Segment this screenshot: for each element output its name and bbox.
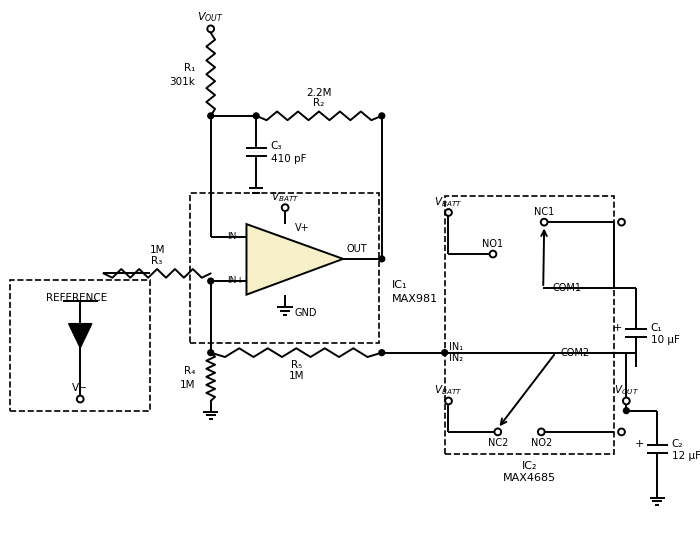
Text: OUT: OUT xyxy=(347,244,368,254)
Circle shape xyxy=(445,209,452,216)
Circle shape xyxy=(253,113,259,119)
Polygon shape xyxy=(69,324,92,348)
Text: R₂: R₂ xyxy=(314,98,325,108)
Text: $V_{OUT}$: $V_{OUT}$ xyxy=(614,383,639,397)
Text: R₁: R₁ xyxy=(184,63,195,73)
Text: R₃: R₃ xyxy=(151,256,162,266)
Text: 1M: 1M xyxy=(180,380,195,389)
Text: −: − xyxy=(260,231,273,246)
Text: NC1: NC1 xyxy=(534,207,554,218)
Text: IN₁: IN₁ xyxy=(449,342,463,352)
Bar xyxy=(10,280,150,411)
Circle shape xyxy=(379,350,385,356)
Bar xyxy=(444,196,614,454)
Circle shape xyxy=(624,408,629,414)
Text: COM2: COM2 xyxy=(561,348,589,358)
Text: IN−: IN− xyxy=(227,232,244,241)
Bar xyxy=(190,193,379,343)
Text: GND: GND xyxy=(295,308,317,318)
Text: R₄: R₄ xyxy=(184,366,195,376)
Text: 2.2M: 2.2M xyxy=(306,88,332,97)
Text: 1M: 1M xyxy=(149,245,164,255)
Text: NO1: NO1 xyxy=(482,240,503,249)
Text: $V_{OUT}$: $V_{OUT}$ xyxy=(197,10,224,24)
Text: IC₂: IC₂ xyxy=(522,461,537,471)
Circle shape xyxy=(623,398,630,404)
Text: MAX981: MAX981 xyxy=(391,294,438,305)
Text: MAX4685: MAX4685 xyxy=(503,473,556,484)
Circle shape xyxy=(618,428,625,435)
Text: NC2: NC2 xyxy=(488,438,508,447)
Text: 10 µF: 10 µF xyxy=(650,335,680,345)
Circle shape xyxy=(489,251,496,258)
Circle shape xyxy=(208,113,213,119)
Text: +: + xyxy=(260,273,272,287)
Text: NO2: NO2 xyxy=(531,438,552,447)
Circle shape xyxy=(379,113,385,119)
Text: $V_{BATT}$: $V_{BATT}$ xyxy=(434,195,463,209)
Polygon shape xyxy=(246,224,343,295)
Circle shape xyxy=(77,395,83,403)
Text: V+: V+ xyxy=(295,223,309,233)
Text: +: + xyxy=(613,323,622,333)
Circle shape xyxy=(208,350,213,356)
Circle shape xyxy=(379,256,385,262)
Text: C₃: C₃ xyxy=(271,141,282,152)
Text: R₅: R₅ xyxy=(290,360,302,370)
Text: IN₂: IN₂ xyxy=(449,353,463,363)
Text: 410 pF: 410 pF xyxy=(271,154,306,164)
Circle shape xyxy=(282,204,288,211)
Circle shape xyxy=(618,219,625,225)
Text: C₁: C₁ xyxy=(650,323,662,333)
Text: REFERENCE: REFERENCE xyxy=(46,293,108,302)
Circle shape xyxy=(541,219,547,225)
Circle shape xyxy=(494,428,501,435)
Text: IN+: IN+ xyxy=(227,276,244,284)
Text: C₂: C₂ xyxy=(672,439,683,449)
Circle shape xyxy=(207,26,214,32)
Text: V−: V− xyxy=(72,383,88,393)
Text: IC₁: IC₁ xyxy=(391,280,407,290)
Text: +: + xyxy=(634,439,644,449)
Text: COM1: COM1 xyxy=(553,283,582,293)
Text: 301k: 301k xyxy=(169,77,195,87)
Circle shape xyxy=(445,398,452,404)
Text: 12 µF: 12 µF xyxy=(672,451,700,461)
Circle shape xyxy=(442,350,447,356)
Circle shape xyxy=(538,428,545,435)
Text: $V_{BATT}$: $V_{BATT}$ xyxy=(271,190,300,204)
Text: $V_{BATT}$: $V_{BATT}$ xyxy=(434,383,463,397)
Text: 1M: 1M xyxy=(288,371,304,381)
Circle shape xyxy=(208,278,213,284)
